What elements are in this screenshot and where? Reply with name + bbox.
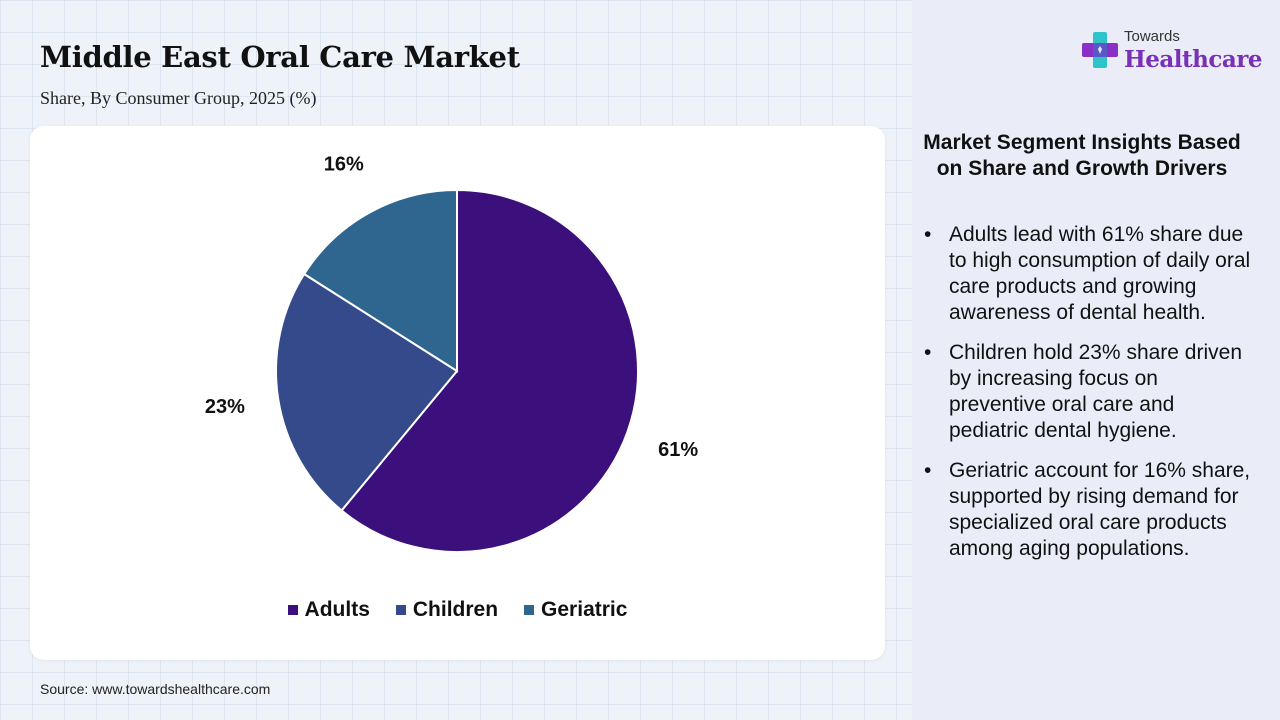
pie-slice-geriatric	[302, 188, 458, 373]
legend-label-children: Children	[412, 598, 499, 621]
brand-name-small: Towards	[1124, 28, 1180, 45]
legend-swatch-adults	[287, 605, 298, 615]
legend-swatch-geriatric	[524, 605, 535, 615]
pie-chart: 61% 23% 16%	[205, 153, 698, 553]
page-subtitle: Share, By Consumer Group, 2025 (%)	[40, 88, 317, 108]
bullet-icon: •	[924, 459, 932, 482]
insight-item-2: • Children hold 23% share driven by incre…	[922, 340, 1252, 444]
brand-name-big: Healthcare	[1124, 46, 1263, 73]
legend-item-adults: Adults	[287, 598, 370, 622]
insight-text: Geriatric account for 16% share, support…	[949, 459, 1251, 560]
legend-label-geriatric: Geriatric	[541, 598, 628, 621]
brand-logo: Towards Healthcare	[1080, 26, 1263, 76]
pie-slices	[275, 188, 639, 553]
insights-list: • Adults lead with 61% share due to high …	[922, 222, 1252, 576]
insight-text: Children hold 23% share driven by increa…	[949, 341, 1243, 442]
chart-legend: Adults Children Geriatric	[30, 598, 885, 622]
legend-item-geriatric: Geriatric	[524, 598, 627, 622]
medical-plus-icon	[1082, 32, 1118, 68]
data-label-geriatric: 16%	[324, 153, 364, 175]
pie-slice-adults	[340, 188, 639, 553]
legend-label-adults: Adults	[304, 598, 370, 621]
insights-title: Market Segment Insights Based on Share a…	[923, 131, 1241, 180]
source-note: Source: www.towardshealthcare.com	[40, 681, 271, 697]
data-label-adults: 61%	[658, 439, 698, 461]
bullet-icon: •	[924, 341, 932, 364]
insight-item-1: • Adults lead with 61% share due to high …	[922, 222, 1252, 326]
insights-panel	[912, 0, 1280, 720]
legend-swatch-children	[395, 605, 406, 615]
data-label-children: 23%	[205, 396, 245, 418]
chart-card: 61% 23% 16% Adults Children Geriatric	[30, 126, 885, 660]
bullet-icon: •	[924, 223, 932, 246]
insight-item-3: • Geriatric account for 16% share, suppor…	[922, 458, 1252, 562]
pie-labels: 61% 23% 16%	[205, 153, 698, 461]
legend-item-children: Children	[395, 598, 499, 622]
insight-text: Adults lead with 61% share due to high c…	[949, 223, 1251, 324]
pie-slice-children	[275, 272, 459, 512]
page-title: Middle East Oral Care Market	[40, 40, 520, 74]
